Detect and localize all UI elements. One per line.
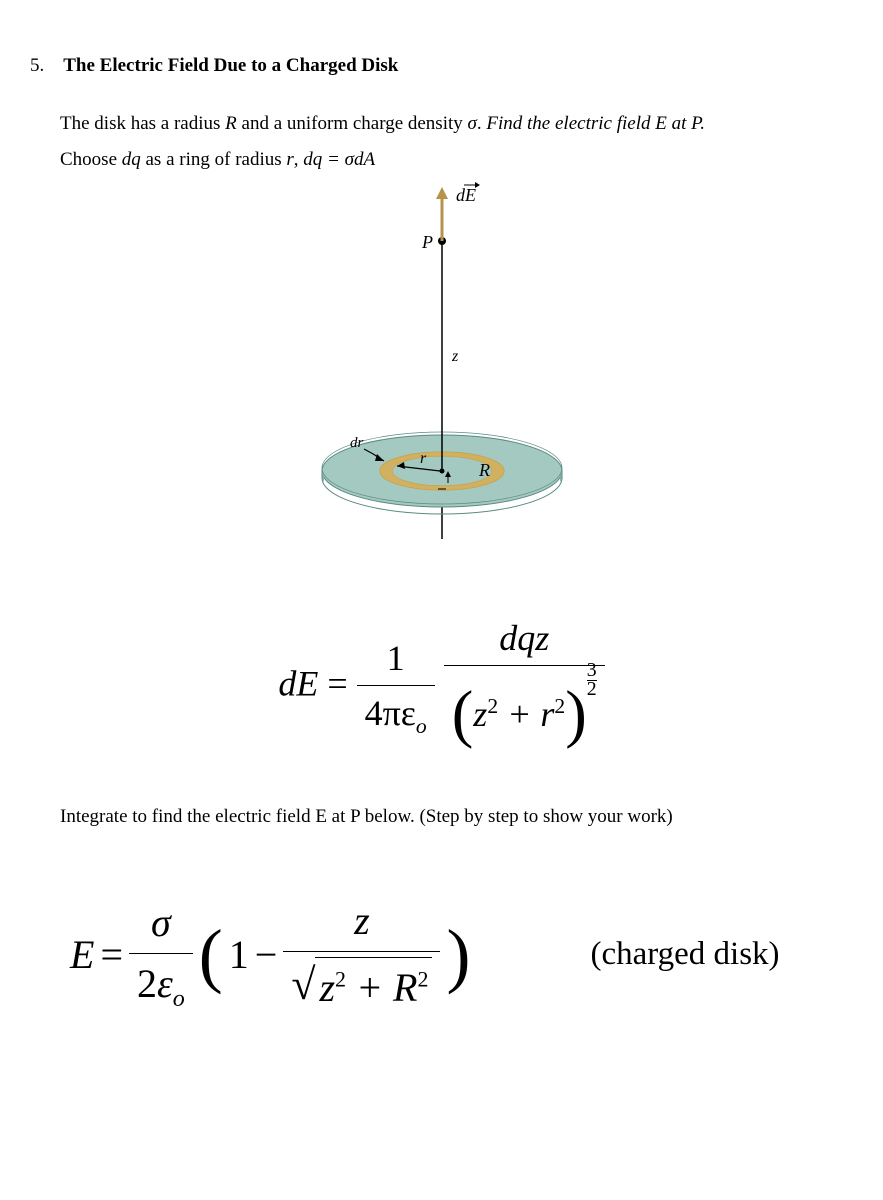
den-R: + R	[346, 965, 417, 1010]
problem-number: 5.	[30, 55, 44, 76]
diagram-svg: r R dr z P dE	[272, 181, 612, 581]
equation-E-final: E = σ 2εo ( 1 − z √ z2 + R2 )	[60, 891, 823, 1018]
var-R: R	[225, 113, 237, 134]
den-z: z	[319, 965, 335, 1010]
text-seg: as a ring of radius	[141, 149, 287, 170]
z-label: z	[451, 348, 459, 365]
eq-sign: =	[100, 925, 123, 985]
var-r: r	[286, 149, 293, 170]
problem-header: 5. The Electric Field Due to a Charged D…	[30, 52, 823, 81]
dr-label: dr	[350, 435, 364, 451]
P-label: P	[421, 232, 433, 252]
integrate-instruction: Integrate to find the electric field E a…	[60, 803, 823, 832]
dE-label: dE	[456, 185, 476, 205]
var-dq: dq	[122, 149, 141, 170]
description-line-2: Choose dq as a ring of radius r, dq = σd…	[60, 145, 823, 175]
text-seg: The disk has a radius	[60, 113, 225, 134]
charged-disk-diagram: r R dr z P dE	[60, 181, 823, 591]
den-z: z	[473, 694, 487, 734]
num-dqz: dqz	[491, 611, 557, 665]
R-label: R	[478, 460, 490, 480]
exp-3-2: 3 2	[587, 662, 597, 699]
eq-lhs-E: E	[70, 925, 94, 985]
find-field-italic: Find the electric field E at P.	[486, 113, 705, 134]
problem-title: The Electric Field Due to a Charged Disk	[63, 55, 398, 76]
text-seg: .	[477, 113, 487, 134]
text-seg: and a uniform charge density	[237, 113, 468, 134]
text-seg: ,	[294, 149, 304, 170]
eq-dq-sigma-dA: dq = σdA	[303, 149, 375, 170]
one: 1	[229, 925, 249, 985]
num-1: 1	[379, 631, 413, 685]
eq-lhs: dE	[278, 663, 318, 703]
frac-1-4pie: 1 4πεo	[357, 631, 435, 743]
frac-sigma-2e: σ 2εo	[129, 893, 193, 1017]
frac-dqz: dqz ( z2 + r2 ) 3 2	[444, 611, 605, 763]
num-sigma: σ	[143, 893, 179, 953]
var-sigma: σ	[468, 113, 477, 134]
eq-sign: =	[327, 663, 356, 703]
minus-sign: −	[255, 925, 278, 985]
description-line-1: The disk has a radius R and a uniform ch…	[60, 109, 823, 139]
den-r: + r	[498, 694, 554, 734]
sub-o: o	[173, 986, 185, 1012]
frac-z-sqrt: z √ z2 + R2	[283, 891, 440, 1018]
charged-disk-label: (charged disk)	[590, 930, 779, 980]
text-seg: Choose	[60, 149, 122, 170]
num-z: z	[346, 891, 378, 951]
r-label: r	[420, 450, 427, 467]
sub-o: o	[416, 714, 427, 738]
den-4pie: 4πε	[365, 693, 416, 733]
equation-dE: dE = 1 4πεo dqz ( z2 + r2 ) 3 2	[60, 611, 823, 763]
